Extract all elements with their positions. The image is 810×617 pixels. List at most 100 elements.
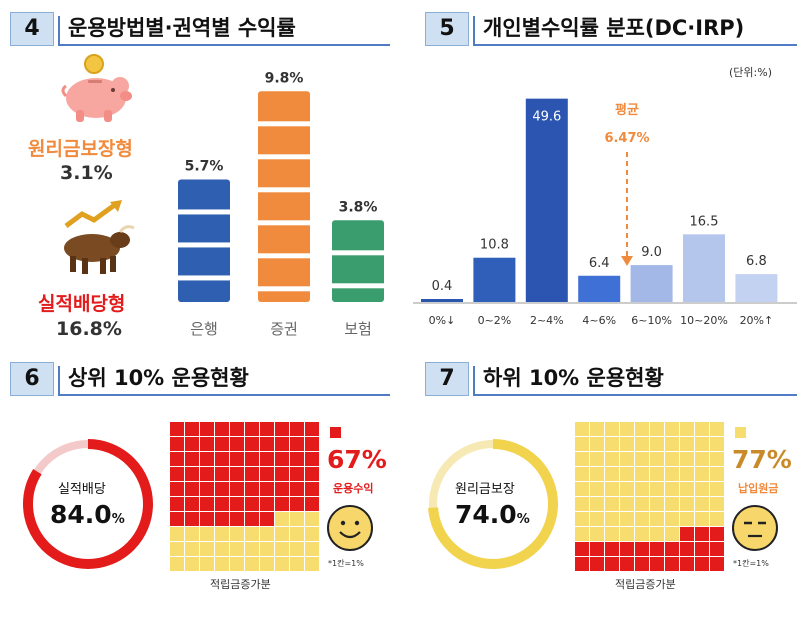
panel6-number: 6 <box>10 362 54 396</box>
waffle-cell <box>575 437 589 451</box>
waffle-cell <box>230 542 244 556</box>
waffle-cell <box>260 497 274 511</box>
dist-category-label: 0%↓ <box>429 314 456 327</box>
waffle-cell <box>590 437 604 451</box>
dist-bar <box>735 274 778 302</box>
ring7-label: 원리금보장 <box>455 482 515 497</box>
waffle-cell <box>275 512 289 526</box>
waffle-cell <box>215 497 229 511</box>
waffle-cell <box>200 542 214 556</box>
waffle-cell <box>185 467 199 481</box>
dist-category-label: 10~20% <box>680 314 728 327</box>
performance-based-value: 16.8% <box>56 318 122 340</box>
waffle-cell <box>620 452 634 466</box>
waffle-cell <box>215 557 229 571</box>
waffle-cell <box>200 482 214 496</box>
waffle-cell <box>215 512 229 526</box>
waffle-cell <box>590 557 604 571</box>
waffle-cell <box>695 437 709 451</box>
waffle-cell <box>605 527 619 541</box>
returns-by-sector-chart: 5.7% 은행 9.8% 증권 3.8% 보험 <box>178 70 384 338</box>
waffle-cell <box>650 467 664 481</box>
waffle-cell <box>605 482 619 496</box>
dist-bar <box>473 257 516 302</box>
waffle-cell <box>305 527 319 541</box>
waffle-cell <box>680 557 694 571</box>
waffle-cell <box>680 422 694 436</box>
neutral-face-icon <box>732 505 778 551</box>
waffle-cell <box>200 422 214 436</box>
waffle-cell <box>290 527 304 541</box>
legend6-percent: 67% <box>327 445 387 474</box>
waffle-cell <box>245 467 259 481</box>
waffle-cell <box>680 527 694 541</box>
waffle-cell <box>710 482 724 496</box>
panel6-header: 6 상위 10% 운용현황 <box>10 362 390 396</box>
dist-bar <box>421 299 463 302</box>
waffle-cell <box>170 512 184 526</box>
grid7-caption: 적립금증가분 <box>615 578 676 591</box>
grid6-caption: 적립금증가분 <box>210 578 271 591</box>
waffle-cell <box>305 542 319 556</box>
waffle-cell <box>245 437 259 451</box>
waffle-cell <box>170 422 184 436</box>
waffle-cell <box>185 452 199 466</box>
waffle-cell <box>650 557 664 571</box>
waffle-cell <box>695 542 709 556</box>
principal-guaranteed-ring <box>428 439 558 569</box>
waffle-cell <box>710 557 724 571</box>
legend7-percent: 77% <box>732 445 792 474</box>
waffle-cell <box>665 497 679 511</box>
waffle-cell <box>710 542 724 556</box>
waffle-cell <box>290 482 304 496</box>
waffle-cell <box>665 557 679 571</box>
waffle-grid-top10 <box>170 422 320 572</box>
legend7-label: 납입원금 <box>738 482 779 495</box>
dist-category-label: 4~6% <box>582 314 616 327</box>
waffle-cell <box>230 467 244 481</box>
waffle-cell <box>305 452 319 466</box>
waffle-cell <box>590 497 604 511</box>
waffle-cell <box>185 482 199 496</box>
panel-top10-status: 6 상위 10% 운용현황 실적배당 84.0% 적립금증가분 67% 운용수익… <box>0 350 400 617</box>
waffle-cell <box>590 452 604 466</box>
return-distribution-chart: 0.4 0%↓ 10.8 0~2% 49.6 2~4% 6.4 4~6% 9.0 6~10% 16.… <box>413 98 797 327</box>
grid6-note: *1칸=1% <box>328 559 364 568</box>
category-label: 증권 <box>270 320 298 338</box>
bull-market-icon <box>64 200 135 274</box>
waffle-cell <box>260 452 274 466</box>
waffle-cell <box>680 452 694 466</box>
waffle-cell <box>185 527 199 541</box>
dist-bar <box>525 98 568 302</box>
panel-return-distribution: 5 개인별수익률 분포(DC·IRP) (단위:%) 0.4 0%↓ 10.8 0~2… <box>405 0 805 345</box>
legend7-swatch <box>735 427 746 438</box>
waffle-cell <box>575 452 589 466</box>
waffle-cell <box>200 557 214 571</box>
dist-category-label: 2~4% <box>530 314 564 327</box>
waffle-cell <box>590 542 604 556</box>
performance-based-ring <box>23 439 153 569</box>
waffle-cell <box>605 557 619 571</box>
waffle-cell <box>680 497 694 511</box>
waffle-cell <box>635 527 649 541</box>
waffle-cell <box>170 497 184 511</box>
waffle-cell <box>260 527 274 541</box>
dist-bar <box>578 275 621 302</box>
panel4-title: 운용방법별·권역별 수익률 <box>68 16 296 40</box>
waffle-cell <box>290 467 304 481</box>
waffle-cell <box>650 527 664 541</box>
waffle-cell <box>620 512 634 526</box>
waffle-cell <box>200 452 214 466</box>
waffle-cell <box>575 482 589 496</box>
category-label: 보험 <box>344 320 372 338</box>
waffle-cell <box>245 482 259 496</box>
dist-value-label: 16.5 <box>690 214 719 229</box>
waffle-cell <box>620 467 634 481</box>
waffle-cell <box>575 542 589 556</box>
waffle-cell <box>635 512 649 526</box>
waffle-cell <box>200 512 214 526</box>
waffle-cell <box>650 512 664 526</box>
waffle-cell <box>290 512 304 526</box>
panel6-title: 상위 10% 운용현황 <box>68 366 249 390</box>
waffle-cell <box>695 557 709 571</box>
